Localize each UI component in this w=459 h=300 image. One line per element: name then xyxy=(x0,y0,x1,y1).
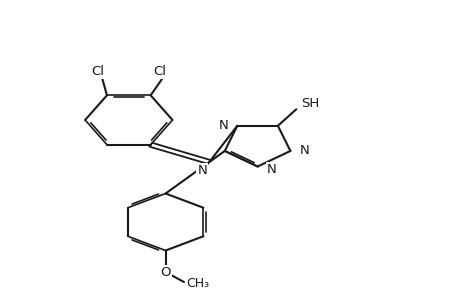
Text: CH₃: CH₃ xyxy=(186,277,209,290)
Text: N: N xyxy=(299,145,309,158)
Text: O: O xyxy=(160,266,170,279)
Text: SH: SH xyxy=(300,97,319,110)
Text: N: N xyxy=(218,119,228,132)
Text: N: N xyxy=(266,163,276,176)
Text: Cl: Cl xyxy=(91,65,104,78)
Text: Cl: Cl xyxy=(153,65,166,78)
Text: N: N xyxy=(197,164,207,178)
